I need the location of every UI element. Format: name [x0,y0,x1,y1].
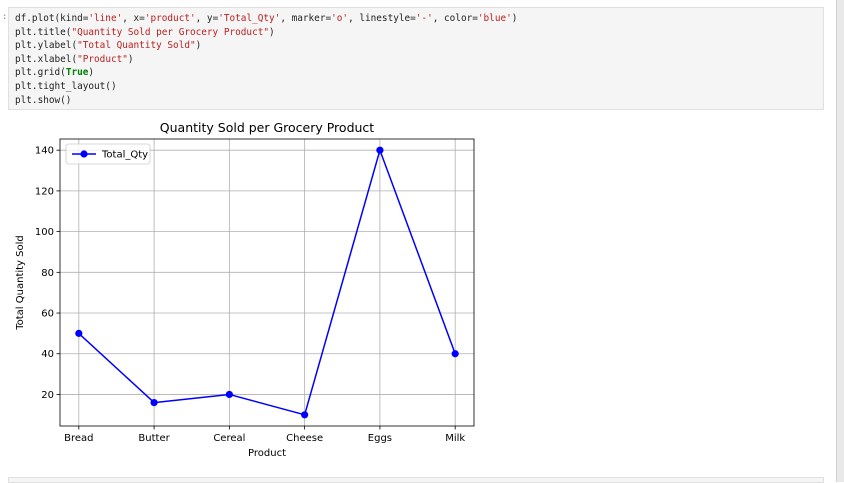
code-token: 'o' [331,13,349,24]
code-token: ) [88,67,95,79]
scrollbar[interactable] [836,0,844,482]
y-tick-label: 60 [41,309,54,320]
code-token: plt.show() [15,94,72,106]
code-token: 'blue' [477,13,512,24]
y-tick-label: 100 [35,227,54,238]
code-token: 'product' [144,13,196,24]
code-token: , marker= [280,13,332,24]
code-token: ) [511,13,518,24]
code-token: , color= [432,13,478,24]
y-tick-label: 40 [41,349,54,360]
x-tick-label: Eggs [368,433,392,444]
data-point [301,411,309,419]
line-chart: Bread Butter Cereal Cheese Eggs Milk 20 40 60 80 1… [8,112,508,467]
code-line: plt.grid(True) [15,66,823,80]
code-token: '-' [415,13,433,24]
code-token: , x= [122,13,145,24]
code-token: "Product" [77,53,128,65]
x-tick-label: Butter [138,433,170,444]
y-tick-label: 20 [41,390,54,401]
code-line: plt.show() [15,94,823,108]
code-token: 'Total_Qty' [218,13,281,24]
figure-background [8,112,508,467]
data-point [150,398,158,407]
code-line: plt.ylabel("Total Quantity Sold") [15,39,823,53]
data-point [75,329,83,337]
y-tick-label: 120 [35,186,54,197]
cell-output: Bread Butter Cereal Cheese Eggs Milk 20 40 60 80 1… [8,112,508,467]
data-point [225,390,233,399]
code-cell[interactable]: df.plot(kind='line', x='product', y='Tot… [8,7,824,110]
series-line-total-qty [78,149,456,416]
code-token: plt.ylabel( [15,40,78,52]
code-token: "Quantity Sold per Grocery Product" [71,26,270,38]
x-tick-label: Bread [64,433,93,444]
y-tick-label: 140 [35,146,54,157]
legend-box [65,143,151,165]
x-tick-label: Cereal [213,433,245,444]
code-token: , y= [195,13,219,24]
code-token: , linestyle= [348,13,416,24]
chart-title: Quantity Sold per Grocery Product [160,120,375,135]
y-axis-label: Total Quantity Sold [15,235,26,331]
code-line: plt.xlabel("Product") [15,53,823,67]
plot-frame [59,138,475,427]
legend-label: Total_Qty [101,150,148,161]
data-point [451,350,459,358]
code-line: plt.title("Quantity Sold per Grocery Pro… [15,26,823,40]
code-token: True [65,67,89,79]
code-token: plt.xlabel( [15,53,78,65]
code-token: plt.grid( [15,67,66,79]
code-token: ) [195,40,202,52]
x-tick-label: Cheese [286,433,323,444]
code-token: "Total Quantity Sold" [77,40,196,52]
code-line: df.plot(kind='line', x='product', y='Tot… [15,12,823,26]
code-line: plt.tight_layout() [15,80,823,94]
next-code-cell[interactable] [8,477,824,483]
grid [60,139,474,426]
x-tick-label: Milk [445,433,465,444]
data-point [376,146,384,154]
code-token: plt.tight_layout() [15,80,117,92]
series-layer [75,146,459,419]
code-token: plt.title( [15,26,72,38]
legend-marker [80,150,88,158]
cell-prompt: : [2,12,8,22]
code-token: df.plot(kind= [15,13,89,24]
code-token: ) [127,53,134,65]
axis-ticks: Bread Butter Cereal Cheese Eggs Milk 20 40 60 80 1… [35,146,465,444]
x-axis-label: Product [248,448,286,459]
code-token: ) [269,26,275,38]
y-tick-label: 80 [41,268,54,279]
legend: Total_Qty [65,143,151,165]
code-token: 'line' [88,13,123,24]
